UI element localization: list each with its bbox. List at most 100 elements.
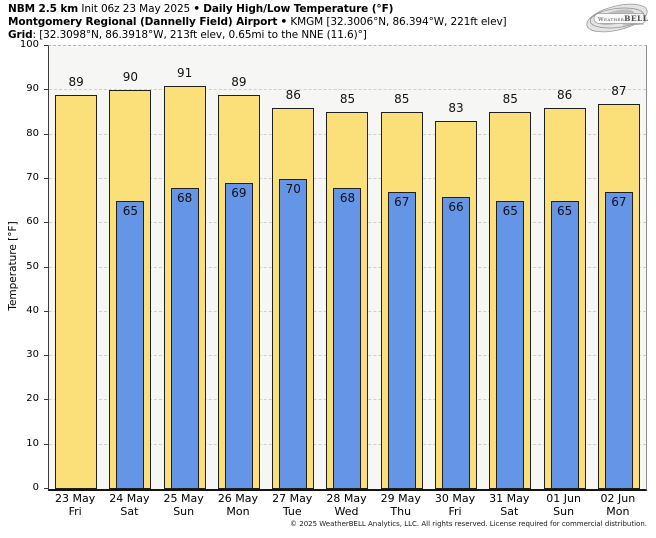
y-axis: 0 10 20 30 40 50 60 70 80 90 100 bbox=[0, 39, 48, 493]
grid-meta: : [32.3098°N, 86.3918°W, 213ft elev, 0.6… bbox=[32, 28, 367, 41]
x-tick-day: Mon bbox=[606, 505, 630, 518]
x-tick-day: Sun bbox=[553, 505, 575, 518]
product-name: Daily High/Low Temperature (°F) bbox=[203, 3, 394, 15]
low-temp-bar: 68 bbox=[333, 187, 362, 489]
model-name: NBM 2.5 km bbox=[8, 3, 79, 15]
low-temp-bar: 66 bbox=[442, 196, 471, 489]
low-value-label: 66 bbox=[448, 199, 464, 214]
x-tick-day: Thu bbox=[390, 505, 412, 518]
y-tick-mark bbox=[44, 222, 48, 224]
y-tick-label: 70 bbox=[26, 171, 39, 183]
bullet-separator: • bbox=[193, 3, 201, 15]
x-tick-date: 26 May bbox=[217, 492, 259, 505]
high-value-label: 89 bbox=[68, 74, 84, 89]
x-tick-label: 25 May Sun bbox=[157, 492, 211, 518]
y-tick-label: 60 bbox=[26, 216, 39, 228]
y-tick-mark bbox=[44, 133, 48, 135]
x-tick-day: Mon bbox=[226, 505, 250, 518]
init-time: Init 06z 23 May 2025 bbox=[81, 3, 191, 15]
y-tick-label: 20 bbox=[26, 393, 39, 405]
x-tick-date: 25 May bbox=[163, 492, 204, 505]
x-tick-label: 28 May Wed bbox=[319, 492, 373, 518]
bar-group: 85 67 bbox=[375, 46, 429, 489]
low-temp-bar: 67 bbox=[387, 192, 416, 489]
x-tick-date: 23 May bbox=[55, 492, 96, 505]
low-value-label: 67 bbox=[611, 195, 627, 210]
high-value-label: 85 bbox=[502, 92, 518, 107]
x-tick-date: 01 Jun bbox=[546, 492, 581, 505]
x-tick-day: Sun bbox=[173, 505, 195, 518]
y-tick-mark bbox=[44, 266, 48, 268]
bar-group: 89 bbox=[49, 46, 103, 489]
copyright-notice: © 2025 WeatherBELL Analytics, LLC. All r… bbox=[290, 520, 647, 528]
y-tick-label: 90 bbox=[26, 83, 39, 95]
y-tick-label: 30 bbox=[26, 349, 39, 361]
x-tick-label: 24 May Sat bbox=[102, 492, 156, 518]
x-tick-day: Fri bbox=[448, 505, 462, 518]
y-tick-mark bbox=[44, 399, 48, 401]
low-value-label: 69 bbox=[231, 186, 247, 201]
high-value-label: 85 bbox=[339, 92, 356, 107]
x-tick-date: 02 Jun bbox=[600, 492, 636, 505]
x-axis: 23 May Fri 24 May Sat 25 May Sun 26 May Mon 27 M… bbox=[48, 492, 645, 520]
station-name: Montgomery Regional (Dannelly Field) Air… bbox=[8, 15, 278, 28]
high-value-label: 83 bbox=[448, 101, 464, 116]
logo-text-bell: BELL bbox=[624, 14, 649, 23]
x-tick-day: Sat bbox=[500, 505, 519, 518]
x-tick-date: 29 May bbox=[380, 492, 421, 505]
bar-group: 85 68 bbox=[320, 46, 374, 489]
y-tick-label: 10 bbox=[26, 437, 39, 449]
y-tick-mark bbox=[44, 310, 48, 312]
x-tick-date: 31 May bbox=[489, 492, 530, 505]
low-value-label: 65 bbox=[122, 204, 139, 219]
low-value-label: 70 bbox=[285, 181, 301, 196]
bar-group: 87 67 bbox=[592, 46, 646, 489]
x-tick-label: 26 May Mon bbox=[211, 492, 265, 518]
y-axis-title: Temperature [°F] bbox=[7, 221, 19, 311]
x-tick-date: 27 May bbox=[272, 492, 313, 505]
low-temp-bar: 65 bbox=[496, 201, 525, 489]
x-tick-label: 01 Jun Sun bbox=[536, 492, 590, 518]
x-tick-date: 30 May bbox=[434, 492, 476, 505]
high-value-label: 85 bbox=[394, 92, 410, 107]
x-tick-label: 23 May Fri bbox=[48, 492, 102, 518]
title-line-1: NBM 2.5 km Init 06z 23 May 2025 • Daily … bbox=[8, 3, 507, 16]
low-value-label: 68 bbox=[177, 190, 193, 205]
high-value-label: 91 bbox=[177, 65, 193, 80]
plot-area: 89 90 65 91 68 89 69 86 70 85 68 85 67 83 66 85 65 86 65 87… bbox=[48, 45, 647, 491]
x-tick-day: Fri bbox=[68, 505, 82, 518]
y-tick-label: 50 bbox=[26, 260, 39, 272]
title-line-3: Grid: [32.3098°N, 86.3918°W, 213ft elev,… bbox=[8, 29, 507, 42]
low-temp-bar: 65 bbox=[550, 201, 579, 489]
x-tick-label: 29 May Thu bbox=[374, 492, 428, 518]
x-tick-day: Tue bbox=[282, 505, 302, 518]
x-tick-label: 31 May Sat bbox=[482, 492, 536, 518]
low-temp-bar: 67 bbox=[604, 192, 633, 489]
y-tick-label: 100 bbox=[19, 39, 39, 50]
y-tick-mark bbox=[44, 443, 48, 445]
y-tick-mark bbox=[44, 355, 48, 357]
grid-label: Grid bbox=[8, 28, 33, 41]
y-tick-label: 80 bbox=[26, 127, 39, 139]
y-tick-mark bbox=[44, 45, 48, 46]
high-value-label: 86 bbox=[556, 88, 573, 103]
high-value-label: 89 bbox=[231, 74, 247, 89]
high-value-label: 86 bbox=[285, 88, 301, 103]
x-tick-label: 30 May Fri bbox=[428, 492, 482, 518]
weatherbell-logo-icon: WeatherBELL bbox=[586, 3, 649, 33]
bar-group: 86 65 bbox=[537, 46, 591, 489]
logo-text-weather: Weather bbox=[598, 17, 625, 23]
bar-group: 91 68 bbox=[158, 46, 212, 489]
title-line-2: Montgomery Regional (Dannelly Field) Air… bbox=[8, 16, 507, 29]
bar-group: 89 69 bbox=[212, 46, 266, 489]
x-tick-day: Wed bbox=[334, 505, 359, 518]
x-tick-day: Sat bbox=[120, 505, 139, 518]
station-meta: KMGM [32.3006°N, 86.394°W, 221ft elev] bbox=[290, 15, 507, 28]
svg-text:WeatherBELL: WeatherBELL bbox=[598, 14, 649, 23]
y-tick-label: 0 bbox=[32, 482, 39, 493]
bullet-separator: • bbox=[280, 15, 288, 28]
high-value-label: 90 bbox=[122, 70, 139, 85]
bar-group: 90 65 bbox=[103, 46, 157, 489]
bar-group: 83 66 bbox=[429, 46, 483, 489]
